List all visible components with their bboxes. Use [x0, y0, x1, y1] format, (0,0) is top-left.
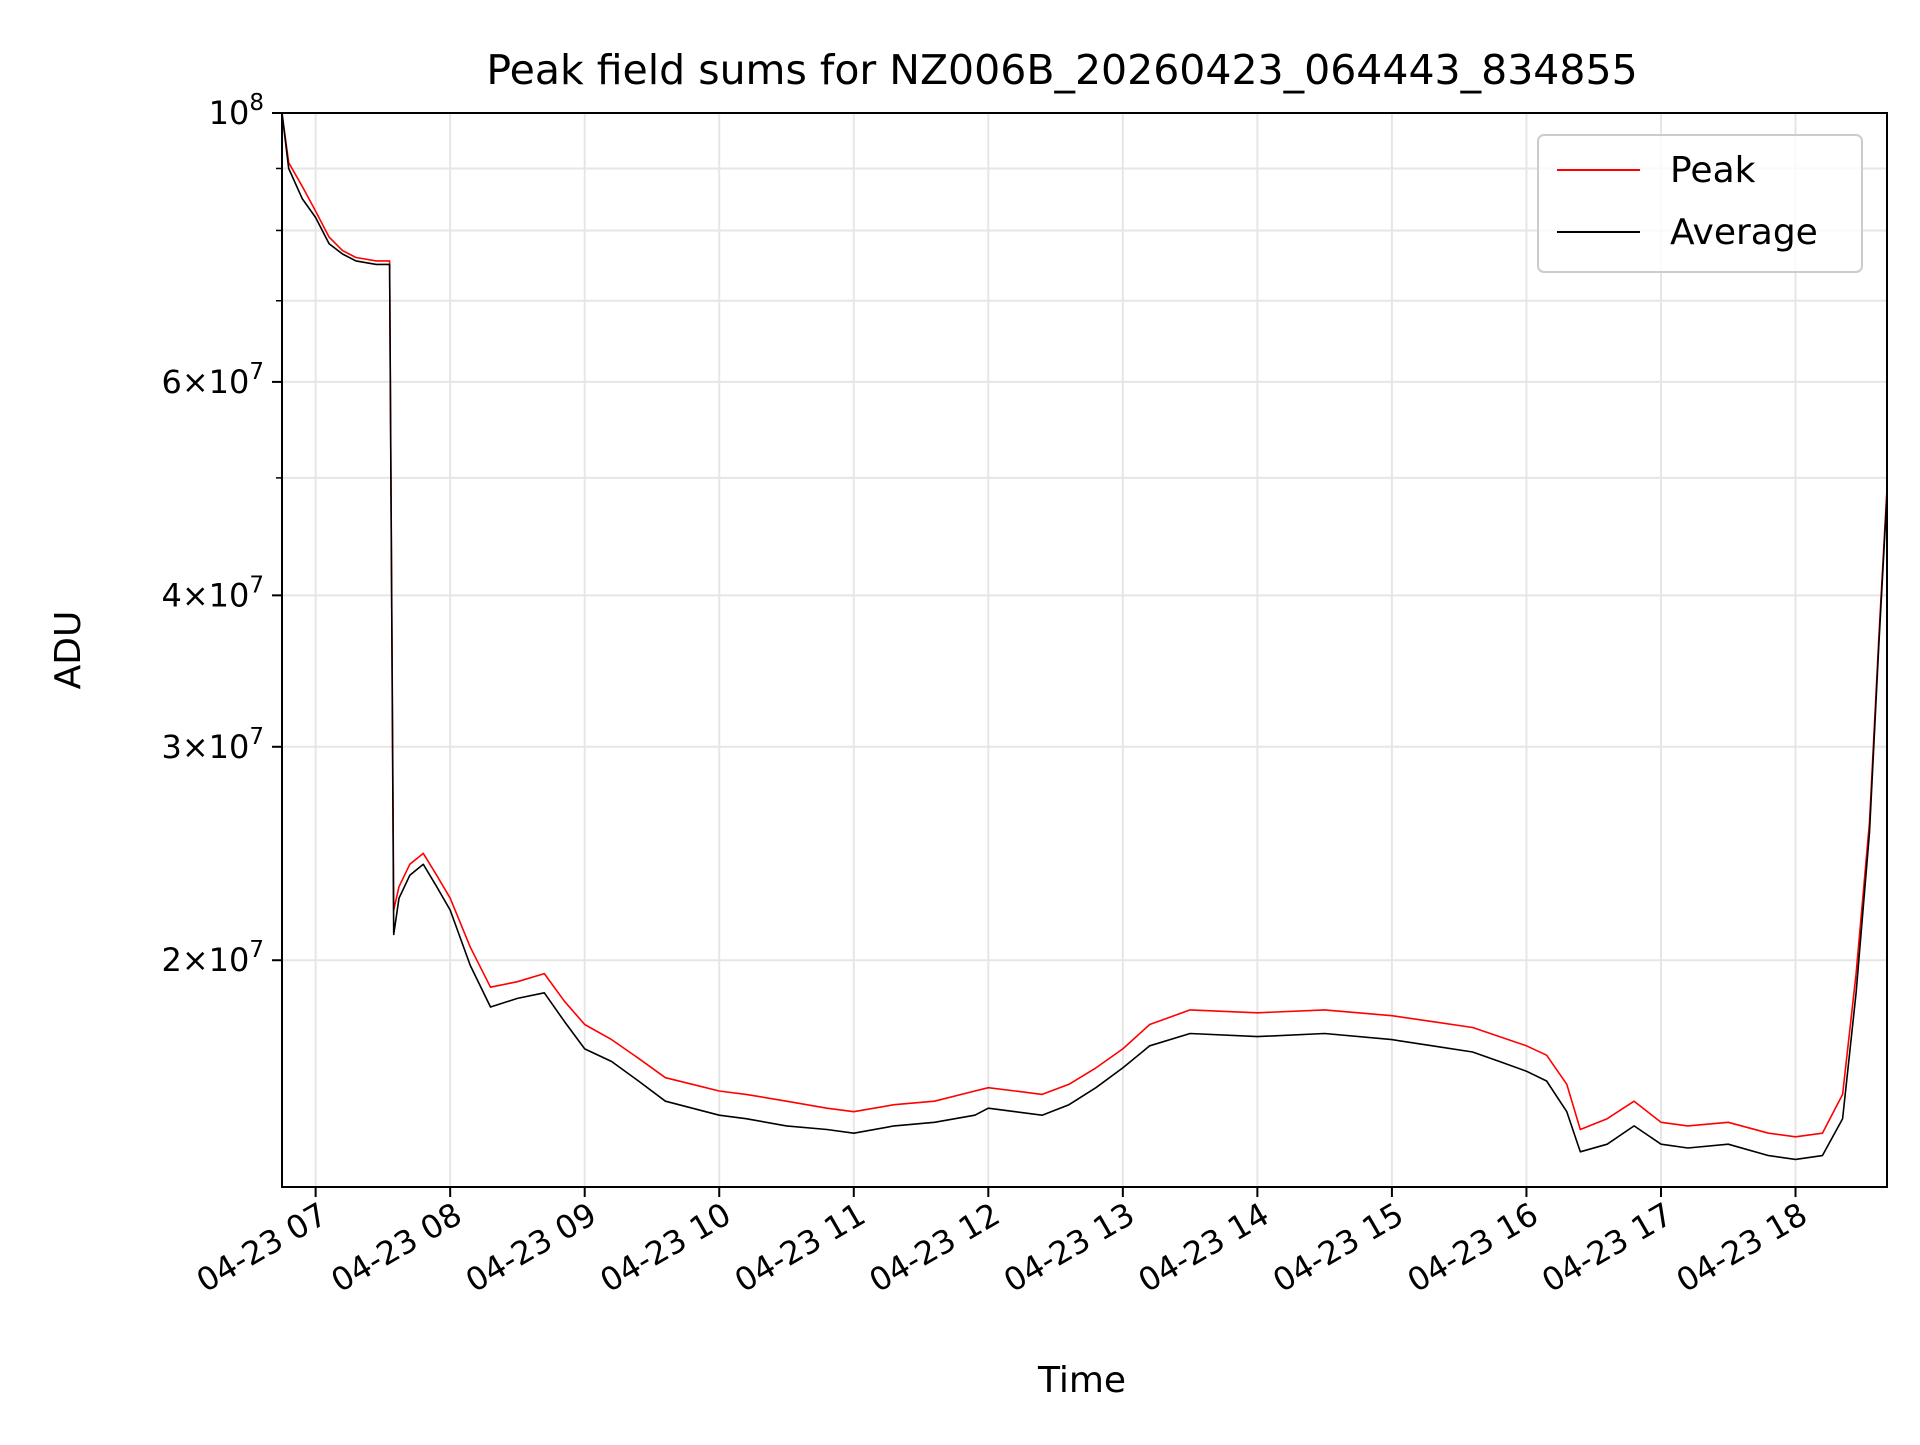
- y-tick-label: 4×107: [161, 572, 264, 614]
- series-line-average: [282, 113, 1887, 1161]
- y-tick-label: 108: [209, 90, 264, 132]
- plot-frame: [281, 112, 1888, 1188]
- grid: [282, 113, 1887, 1187]
- y-tick-label: 3×107: [161, 724, 264, 766]
- legend-label-average: Average: [1670, 212, 1818, 253]
- legend-label-peak: Peak: [1670, 150, 1756, 191]
- series-line-peak: [282, 113, 1887, 1138]
- y-tick-label: 2×107: [161, 937, 264, 979]
- legend: Peak Average: [1537, 134, 1863, 273]
- x-axis-label: Time: [1037, 1360, 1126, 1401]
- series-layer: [282, 113, 1887, 1161]
- y-axis-label: ADU: [48, 611, 89, 690]
- y-tick-label: 6×107: [161, 359, 264, 401]
- chart-title: Peak field sums for NZ006B_20260423_0644…: [486, 46, 1637, 94]
